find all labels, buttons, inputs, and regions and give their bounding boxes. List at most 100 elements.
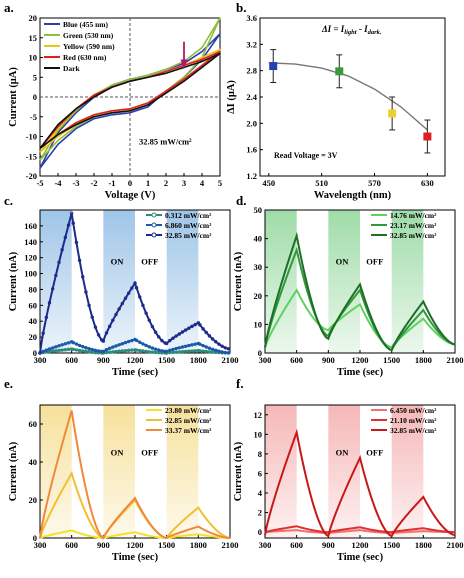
series-marker xyxy=(74,240,79,245)
series-marker xyxy=(81,344,85,349)
series-marker xyxy=(57,348,61,353)
series-marker xyxy=(71,340,75,345)
legend-marker xyxy=(151,222,157,228)
series-marker xyxy=(50,287,55,291)
series-marker xyxy=(87,303,91,308)
x-axis-label: Time (sec) xyxy=(112,552,159,563)
y-axis-label: Current (nA) xyxy=(233,251,244,311)
x-tick-label: 1800 xyxy=(190,540,207,550)
series-marker xyxy=(144,311,148,315)
x-tick-label: 570 xyxy=(368,178,381,188)
panel-label: c. xyxy=(4,193,13,208)
series-marker xyxy=(198,342,202,346)
y-tick-label: 1.6 xyxy=(246,145,257,155)
x-tick-label: -4 xyxy=(54,178,62,188)
series-marker xyxy=(138,295,142,299)
y-tick-label: 12 xyxy=(254,410,263,420)
series-line xyxy=(264,288,456,349)
series-marker xyxy=(104,331,109,335)
series-marker xyxy=(50,346,55,350)
series-marker xyxy=(160,349,164,353)
legend-label: 0.312 mW/cm² xyxy=(165,211,212,220)
y-tick-label: 0 xyxy=(33,92,37,102)
series-marker xyxy=(171,336,175,340)
series-marker xyxy=(180,330,185,334)
on-label: ON xyxy=(336,256,350,266)
series-marker xyxy=(201,343,205,348)
off-label: OFF xyxy=(366,256,383,266)
series-line xyxy=(39,212,231,354)
series-marker xyxy=(198,323,202,327)
y-axis-label: Current (μA) xyxy=(8,67,19,127)
y-tick-label: 0 xyxy=(258,348,262,358)
series-marker xyxy=(177,350,182,354)
x-tick-label: 600 xyxy=(65,355,78,365)
series-marker xyxy=(123,340,128,345)
series-marker xyxy=(96,349,101,353)
series-marker xyxy=(69,347,74,351)
series-marker xyxy=(174,350,178,354)
fit-curve xyxy=(268,62,428,131)
series-marker xyxy=(90,315,94,319)
y-tick-label: 0 xyxy=(33,533,37,543)
series-marker xyxy=(141,349,145,353)
on-band xyxy=(328,405,360,538)
panel-label: a. xyxy=(4,0,14,15)
x-tick-label: 0 xyxy=(128,178,132,188)
series-marker xyxy=(74,348,79,352)
y-tick-label: 60 xyxy=(29,419,38,429)
legend-label: 32.85 mW/cm² xyxy=(390,231,437,240)
series-marker xyxy=(171,350,175,355)
x-tick-label: 1500 xyxy=(158,540,175,550)
series-marker xyxy=(63,348,68,352)
legend-label: Red (630 nm) xyxy=(63,53,107,62)
panel-d: d. ON OFF 300 600 900 1200 1500 1800 2100 0 10 20 30 4… xyxy=(233,193,464,378)
y-tick-label: 2.0 xyxy=(246,118,257,128)
series-marker xyxy=(214,348,218,353)
series-marker xyxy=(47,347,52,351)
y-tick-label: 60 xyxy=(29,300,38,310)
off-label: OFF xyxy=(141,448,158,458)
series-line xyxy=(39,338,231,354)
series-marker xyxy=(193,322,197,327)
series-marker xyxy=(201,327,205,331)
series-marker xyxy=(226,347,231,351)
series-marker xyxy=(180,349,185,354)
series-line xyxy=(39,410,231,540)
series-marker xyxy=(153,347,158,351)
series-marker xyxy=(66,347,71,352)
x-tick-label: 450 xyxy=(262,178,275,188)
series-marker xyxy=(81,349,85,353)
series-line xyxy=(264,428,456,538)
legend-label: 32.85 mW/cm² xyxy=(165,231,212,240)
series-marker xyxy=(201,349,205,353)
series-marker xyxy=(120,349,125,353)
series-marker xyxy=(217,342,221,346)
y-tick-label: 3.6 xyxy=(246,13,257,23)
series-marker xyxy=(126,339,131,344)
x-tick-label: 900 xyxy=(97,355,110,365)
legend-label: 23.17 mW/cm² xyxy=(390,221,437,230)
y-tick-label: -15 xyxy=(26,151,37,161)
series-marker xyxy=(196,321,201,325)
y-tick-label: 6 xyxy=(258,468,262,478)
y-tick-label: 120 xyxy=(24,253,37,263)
series-line xyxy=(39,529,231,540)
series-marker xyxy=(117,343,121,347)
x-tick-label: 510 xyxy=(315,178,328,188)
series-marker xyxy=(207,334,212,338)
x-tick-label: -1 xyxy=(108,178,115,188)
series-marker xyxy=(44,315,49,320)
data-point xyxy=(388,109,397,118)
x-tick-label: 1200 xyxy=(352,355,369,365)
legend-label: Green (530 nm) xyxy=(63,31,114,40)
y-tick-label: 140 xyxy=(24,237,37,247)
y-tick-label: 10 xyxy=(29,53,38,63)
on-label: ON xyxy=(111,448,125,458)
series-marker xyxy=(133,281,137,285)
series-marker xyxy=(198,349,202,353)
series-marker xyxy=(54,345,58,349)
series-marker xyxy=(84,349,88,354)
series-marker xyxy=(174,346,178,351)
series-marker xyxy=(204,349,208,354)
